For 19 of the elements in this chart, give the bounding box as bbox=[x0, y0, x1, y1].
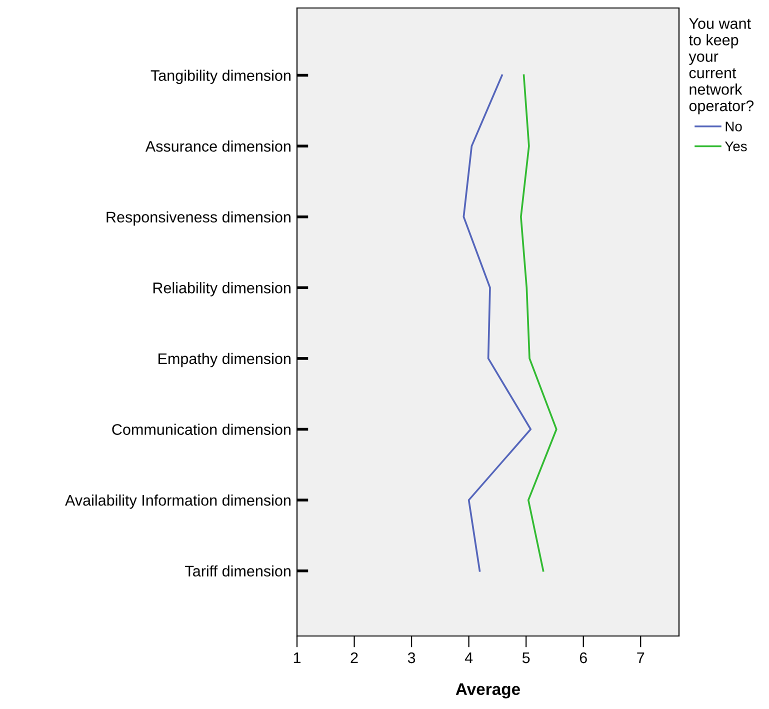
y-tick-label: Availability Information dimension bbox=[65, 494, 290, 509]
x-tick-label: 6 bbox=[580, 652, 587, 664]
y-tick-label: Assurance dimension bbox=[145, 140, 290, 152]
x-axis-title: Average bbox=[456, 683, 520, 698]
y-tick-label: Reliability dimension bbox=[153, 282, 290, 296]
x-tick-label: 3 bbox=[408, 652, 416, 664]
x-tick-label: 2 bbox=[350, 652, 358, 664]
x-tick-label: 1 bbox=[294, 652, 301, 664]
y-tick-label: Communication dimension bbox=[112, 424, 290, 435]
legend-title: You want to keep your current network operator? bbox=[688, 18, 754, 114]
y-tick-label: Empathy dimension bbox=[158, 352, 290, 368]
y-tick-label: Responsiveness dimension bbox=[106, 211, 290, 226]
x-tick-label: 7 bbox=[637, 652, 644, 664]
y-tick-label: Tangibility dimension bbox=[150, 70, 290, 84]
x-tick-label: 5 bbox=[522, 652, 530, 664]
y-tick-label: Tariff dimension bbox=[185, 565, 290, 577]
legend-label: No bbox=[726, 122, 742, 132]
legend-label: Yes bbox=[724, 142, 747, 152]
x-tick-label: 4 bbox=[464, 652, 473, 664]
